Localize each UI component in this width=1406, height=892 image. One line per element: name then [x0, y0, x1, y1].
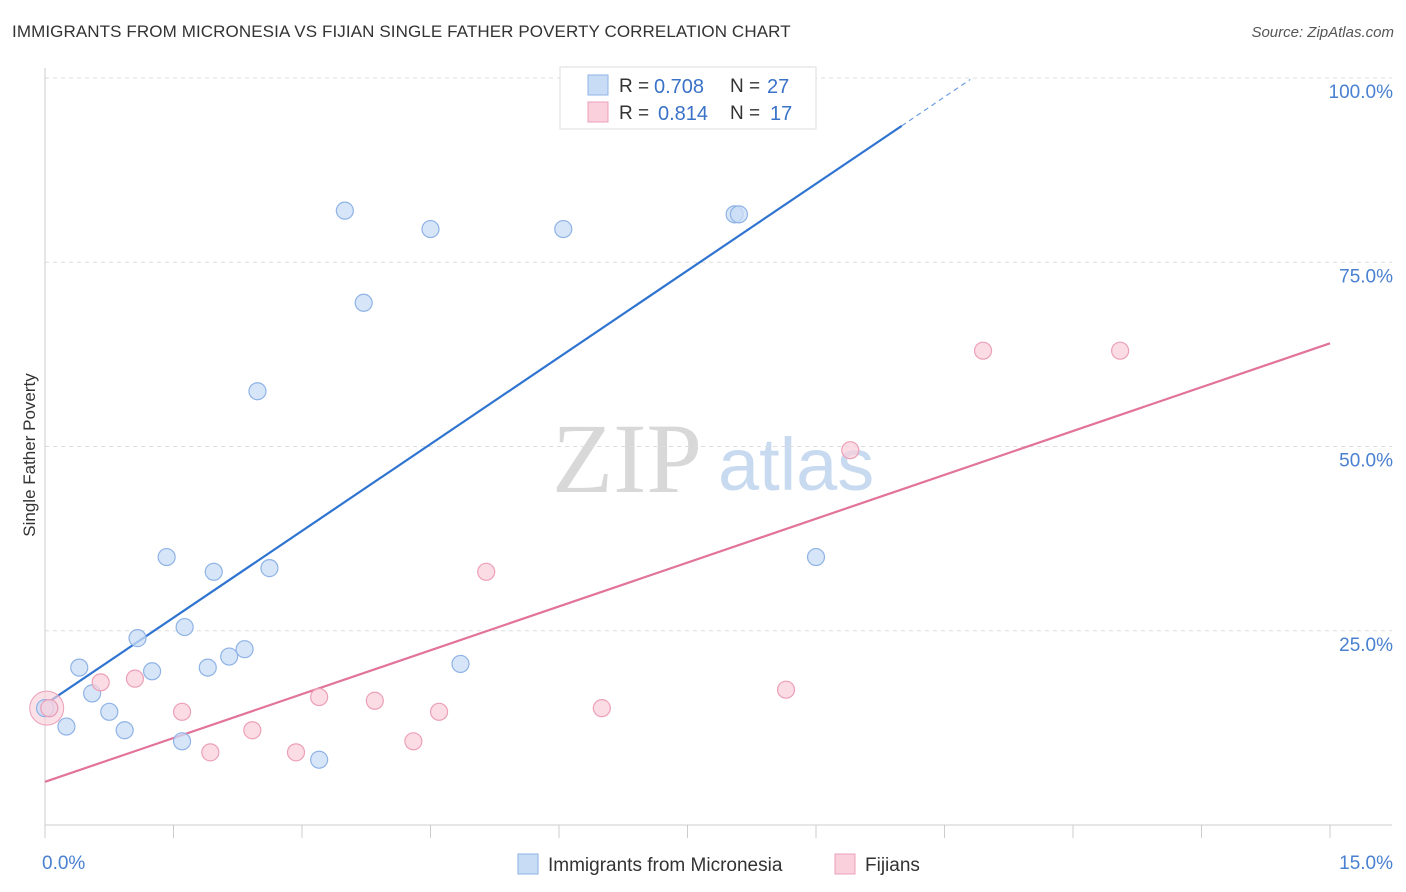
stats-n-label-pink: N =	[730, 103, 760, 124]
point-fijians-14	[841, 441, 860, 460]
point-micronesia-16	[260, 559, 279, 578]
point-fijians-9	[404, 732, 423, 751]
point-micronesia-12	[204, 562, 223, 581]
legend-swatch-micronesia	[517, 853, 539, 875]
point-micronesia-6	[128, 629, 147, 648]
point-micronesia-17	[310, 750, 329, 769]
stats-swatch-pink	[587, 101, 609, 123]
point-fijians-3	[172, 702, 192, 721]
x-tick-label-min: 0.0%	[42, 853, 85, 874]
point-micronesia-18	[335, 201, 354, 220]
point-micronesia-15	[248, 382, 267, 401]
y-tick-label-75: 75.0%	[1339, 266, 1393, 287]
point-fijians-5	[243, 721, 262, 740]
point-fijians-13	[776, 680, 796, 699]
stats-r-value-pink: 0.814	[658, 103, 708, 125]
point-micronesia-21	[451, 654, 470, 674]
point-fijians-16	[1111, 341, 1130, 360]
stats-r-value-blue: 0.708	[654, 76, 704, 98]
point-micronesia-25	[806, 547, 826, 567]
point-fijians-7	[310, 687, 329, 707]
stats-r-label-pink: R =	[619, 103, 649, 124]
point-micronesia-4	[100, 702, 119, 721]
source-label: Source: ZipAtlas.com	[1251, 24, 1394, 41]
point-micronesia-10	[175, 617, 194, 637]
trend-line-fijians	[44, 342, 1331, 783]
x-tick-label-max: 15.0%	[1339, 853, 1393, 874]
point-micronesia-8	[157, 547, 176, 567]
trend-line-micronesia	[44, 124, 903, 706]
watermark-atlas: atlas	[718, 423, 874, 506]
watermark-zip: ZIP	[552, 403, 702, 514]
legend-label-fijians: Fijians	[865, 855, 920, 876]
chart-title: IMMIGRANTS FROM MICRONESIA VS FIJIAN SIN…	[12, 22, 791, 41]
stats-n-label-blue: N =	[730, 76, 760, 97]
stats-n-value-pink: 17	[770, 103, 792, 125]
point-micronesia-9	[172, 732, 192, 751]
point-fijians-0	[40, 699, 59, 718]
legend-label-micronesia: Immigrants from Micronesia	[548, 855, 783, 876]
point-fijians-4	[201, 743, 220, 762]
stats-r-label-blue: R =	[619, 76, 649, 97]
legend-swatch-fijians	[834, 853, 856, 875]
y-tick-label-25: 25.0%	[1339, 635, 1393, 656]
point-fijians-8	[365, 691, 384, 710]
point-fijians-1	[91, 673, 110, 692]
point-fijians-6	[286, 743, 306, 762]
stats-legend: R = 0.708 N = 27 R = 0.814 N = 17	[559, 66, 817, 130]
point-fijians-10	[429, 702, 449, 721]
point-fijians-11	[477, 562, 496, 581]
y-tick-label-50: 50.0%	[1339, 451, 1393, 472]
trend-lines	[44, 78, 1331, 783]
point-micronesia-19	[354, 293, 373, 312]
point-micronesia-1	[57, 717, 76, 736]
stats-n-value-blue: 27	[767, 76, 789, 98]
trend-line-micronesia-extension	[901, 78, 971, 127]
point-fijians-12	[592, 699, 611, 718]
point-micronesia-5	[115, 721, 134, 740]
y-tick-label-100: 100.0%	[1329, 82, 1394, 103]
point-micronesia-11	[198, 658, 217, 677]
point-micronesia-22	[554, 219, 573, 239]
y-axis-title: Single Father Poverty	[20, 373, 39, 537]
point-micronesia-13	[220, 647, 239, 666]
gridlines	[45, 77, 1392, 632]
point-fijians-15	[973, 341, 993, 360]
data-points	[29, 201, 1130, 769]
point-micronesia-2	[70, 658, 89, 677]
x-ticks	[44, 825, 1331, 838]
point-micronesia-20	[421, 219, 440, 239]
point-micronesia-7	[142, 662, 162, 681]
y-tick-labels: 25.0% 50.0% 75.0% 100.0%	[1329, 82, 1394, 656]
point-fijians-2	[125, 669, 145, 688]
point-micronesia-14	[235, 640, 254, 659]
point-micronesia-24	[729, 205, 749, 224]
stats-swatch-blue	[587, 74, 609, 96]
series-legend: Immigrants from Micronesia Fijians	[517, 853, 920, 876]
